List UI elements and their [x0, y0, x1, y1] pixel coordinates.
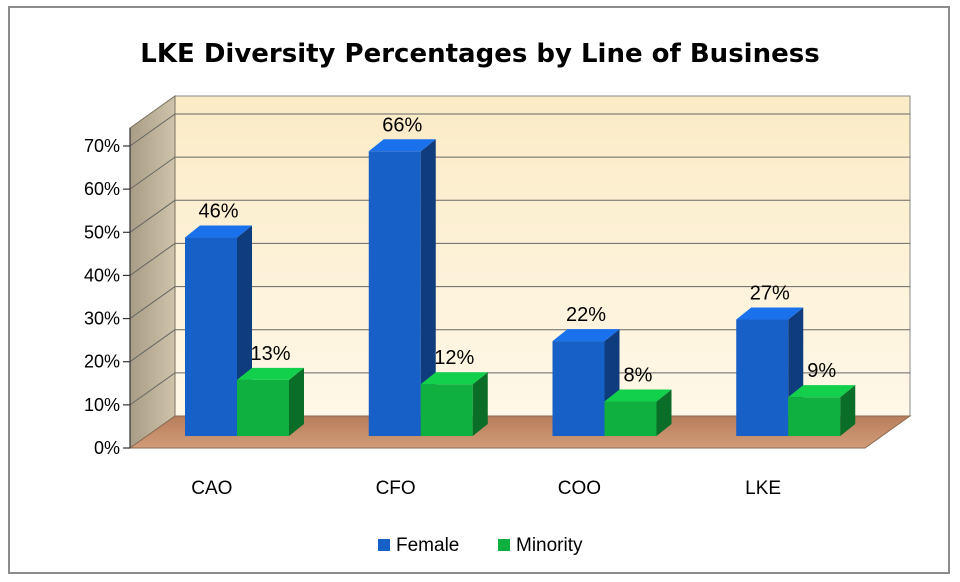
data-label: 13% [250, 343, 290, 365]
data-label: 12% [434, 347, 474, 369]
bar-minority-lke [788, 385, 856, 436]
category-labels: CAO CFO COO LKE [191, 478, 781, 499]
bar-top [185, 225, 252, 238]
category-label: CAO [191, 478, 232, 499]
bar-front [368, 151, 421, 436]
y-tick-label: 40% [84, 265, 120, 285]
gridline-side [129, 199, 176, 233]
y-tick-label: 30% [84, 309, 120, 329]
bar-minority-cao [237, 367, 304, 436]
data-label: 27% [750, 283, 790, 305]
bar-front [736, 319, 789, 436]
gridline-side [129, 329, 176, 363]
data-label: 22% [566, 304, 606, 326]
data-label: 9% [807, 360, 836, 382]
bar-side [420, 139, 436, 436]
side-wall [129, 95, 176, 449]
bar-top [736, 307, 804, 320]
bar-top [237, 367, 304, 380]
y-tick-label: 10% [84, 395, 120, 415]
bar-minority-coo [604, 389, 672, 436]
gridline-side [129, 286, 176, 319]
category-label: COO [558, 478, 601, 499]
data-label: 8% [624, 364, 653, 386]
bar-female-cfo [368, 139, 436, 436]
floor [128, 415, 912, 449]
legend-swatch-minority [498, 539, 510, 551]
legend-swatch-female [378, 539, 390, 551]
gridlines [129, 113, 910, 406]
gridline-side [129, 243, 176, 276]
bar-top [552, 329, 620, 342]
bar-side [472, 372, 488, 436]
bar-side [289, 367, 304, 436]
legend-label-female: Female [396, 535, 459, 556]
y-tick-label: 60% [84, 179, 120, 199]
data-label: 66% [382, 114, 422, 136]
bar-front [420, 384, 473, 436]
bar-front [604, 401, 657, 436]
gridline-side [129, 113, 176, 147]
y-tick-label: 70% [84, 136, 120, 156]
bar-top [604, 389, 672, 402]
bar-female-coo [552, 329, 620, 436]
bar-front [237, 379, 289, 436]
legend-label-minority: Minority [516, 535, 583, 556]
y-tick-label: 20% [84, 352, 120, 372]
bar-side [656, 389, 672, 436]
bar-top [788, 385, 856, 398]
bar-side [840, 385, 856, 436]
bar-front [788, 397, 841, 436]
bar-minority-cfo [420, 372, 488, 436]
data-label: 46% [198, 201, 238, 223]
bar-front [185, 237, 237, 436]
plot-walls [128, 95, 912, 449]
gridline-side [129, 156, 176, 190]
bar-top [368, 139, 436, 152]
bar-top [420, 372, 488, 385]
legend: Female Minority [378, 535, 583, 556]
category-label: LKE [745, 478, 781, 499]
data-labels: 46% 13% 66% 12% 22% 8% 27% 9% [198, 114, 836, 386]
category-label: CFO [376, 478, 416, 499]
y-axis-ticks: 0% 10% 20% 30% 40% 50% 60% 70% [84, 128, 131, 458]
gridline-side [129, 372, 176, 406]
bars [185, 139, 856, 436]
bar-front [552, 341, 605, 436]
y-tick-label: 0% [94, 438, 120, 458]
y-tick-label: 50% [84, 222, 120, 242]
chart-title: LKE Diversity Percentages by Line of Bus… [140, 39, 819, 69]
